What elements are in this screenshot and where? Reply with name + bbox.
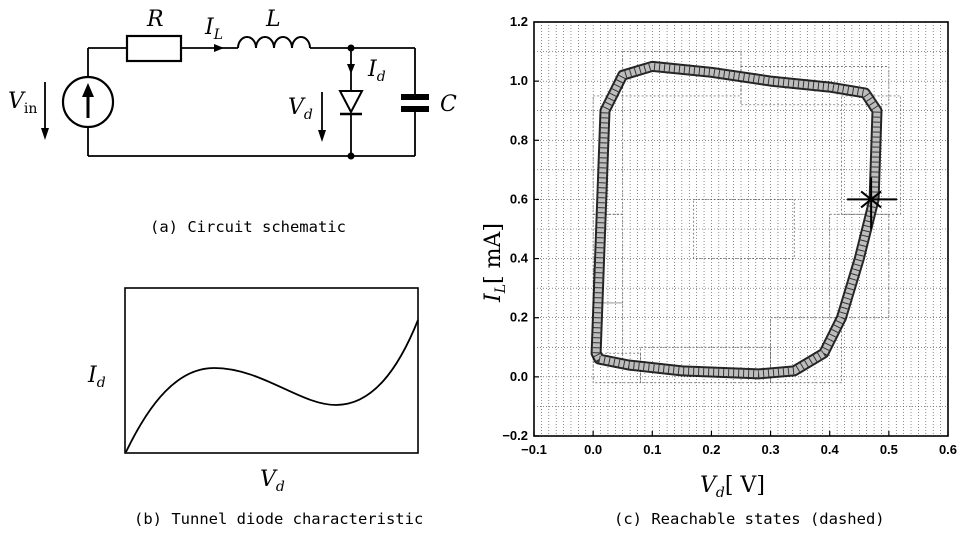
label-Vd-sub: d <box>304 107 313 123</box>
current-arrow-IL <box>214 44 224 52</box>
band-fill <box>592 62 881 378</box>
star-marker <box>847 177 898 230</box>
node-top <box>347 44 355 52</box>
label-L: L <box>265 7 281 32</box>
x-tick-label: −0.1 <box>521 442 547 457</box>
reach-block <box>693 199 795 259</box>
label-IL-sub: L <box>213 27 223 43</box>
label-Vin-sub: in <box>24 101 38 117</box>
x-tick-label: 0.3 <box>762 442 780 457</box>
y-tick-label: −0.2 <box>502 428 528 443</box>
x-tick-label: 0.2 <box>702 442 720 457</box>
reach-block <box>592 213 624 304</box>
characteristic-xlabel: Vd <box>260 467 285 495</box>
characteristic-ylabel-sub: d <box>97 375 106 391</box>
diode-triangle <box>338 90 364 115</box>
characteristic-frame <box>124 287 419 454</box>
x-tick-label: 0.4 <box>821 442 840 457</box>
inductor <box>237 36 311 49</box>
reach-block <box>740 66 890 106</box>
reachable-states-chart: −0.1 0.0 0.1 0.2 0.3 0.4 0.5 0.6 −0.2 0.0 0.2 0.4 0.… <box>502 14 957 457</box>
label-Id-sub: d <box>377 69 386 85</box>
y-tick-label: 1.2 <box>510 14 528 29</box>
resistor <box>125 34 183 63</box>
source-arrow-head <box>82 83 94 97</box>
y-tick-label: 0.8 <box>510 132 528 147</box>
reach-block <box>592 95 624 215</box>
x-tick-label: 0.1 <box>643 442 661 457</box>
caption-c: (c) Reachable states (dashed) <box>614 510 885 528</box>
label-Id: Id <box>367 57 386 85</box>
chart-ylabel-var: I <box>481 292 506 303</box>
label-Vin-main: V <box>8 89 26 114</box>
characteristic-curve <box>125 319 419 453</box>
current-arrow-Id <box>347 64 355 74</box>
y-tick-label: 0.4 <box>510 251 529 266</box>
caption-b: (b) Tunnel diode characteristic <box>134 510 423 528</box>
chart-xlabel-unit: [ V] <box>725 473 765 498</box>
reach-block <box>592 352 641 384</box>
x-tick-label: 0.0 <box>584 442 602 457</box>
label-Vin: Vin <box>8 89 37 117</box>
label-Vd-main: V <box>288 95 306 120</box>
circuit-schematic <box>41 34 429 160</box>
label-IL: IL <box>204 15 223 43</box>
chart-xlabel: Vd[ V] <box>700 473 765 501</box>
characteristic-ylabel-main: I <box>87 363 98 388</box>
label-Vd: Vd <box>288 95 313 123</box>
characteristic-xlabel-main: V <box>260 467 278 492</box>
chart-xlabel-sub: d <box>716 485 725 501</box>
label-C: C <box>440 92 457 117</box>
y-tick-label: 0.0 <box>510 369 528 384</box>
plot-frame <box>533 21 949 437</box>
y-tick-label: 0.2 <box>510 310 528 325</box>
characteristic-ylabel: Id <box>87 363 106 391</box>
voltage-arrow-vin-head <box>41 128 49 140</box>
label-IL-main: I <box>204 15 215 40</box>
x-tick-label: 0.5 <box>880 442 898 457</box>
x-tick-label: 0.6 <box>939 442 957 457</box>
capacitor-plate-bottom <box>401 106 429 112</box>
caption-a: (a) Circuit schematic <box>150 218 346 236</box>
chart-ylabel: IL[ mA] <box>481 223 509 303</box>
characteristic-plot <box>124 287 419 454</box>
y-tick-label: 1.0 <box>510 73 528 88</box>
label-Id-main: I <box>367 57 378 82</box>
label-R: R <box>146 7 164 32</box>
y-tick-label: 0.6 <box>510 191 528 206</box>
capacitor-plate-top <box>401 94 429 100</box>
voltage-arrow-vd-head <box>318 130 326 142</box>
chart-ylabel-unit: [ mA] <box>481 223 506 284</box>
reach-block <box>829 213 890 319</box>
characteristic-xlabel-sub: d <box>276 479 285 495</box>
chart-ylabel-sub: L <box>493 284 509 294</box>
reachable-band <box>590 60 898 380</box>
node-bottom <box>347 152 355 160</box>
axis-ticks: −0.1 0.0 0.1 0.2 0.3 0.4 0.5 0.6 −0.2 0.0 0.2 0.4 0.… <box>502 14 957 457</box>
dashed-reach-blocks <box>592 51 902 384</box>
chart-xlabel-var: V <box>700 473 718 498</box>
